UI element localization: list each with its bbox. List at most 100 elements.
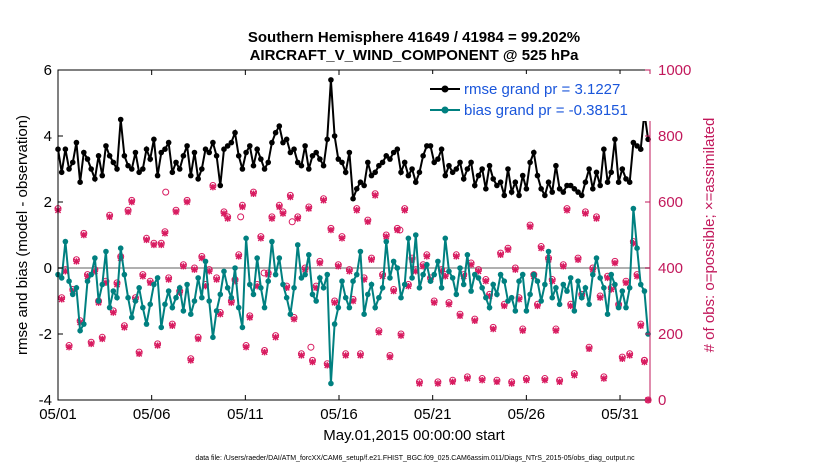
y-axis-label: rmse and bias (model - observation) <box>14 115 31 355</box>
obs-assimilated-marker <box>349 297 357 305</box>
bias-point <box>387 275 393 281</box>
bias-point <box>553 285 559 291</box>
obs-assimilated-marker <box>147 279 154 287</box>
obs-assimilated-marker <box>453 253 460 260</box>
bias-point <box>446 268 452 275</box>
rmse-point <box>427 143 434 149</box>
bias-point <box>187 311 194 318</box>
rmse-point <box>597 182 603 189</box>
rmse-point <box>302 143 308 149</box>
rmse-point <box>501 192 508 199</box>
rmse-point <box>140 166 146 172</box>
bias-point <box>530 271 537 278</box>
obs-assimilated-marker <box>471 317 478 324</box>
obs-assimilated-marker <box>246 314 253 321</box>
bias-point <box>272 271 279 278</box>
obs-assimilated-marker <box>228 299 235 306</box>
rmse-point <box>479 166 485 172</box>
obs-assimilated-marker <box>360 276 368 283</box>
obs-assimilated-marker <box>419 263 427 270</box>
rmse-point <box>180 153 187 159</box>
bias-point <box>350 278 356 285</box>
rmse-point <box>291 146 297 152</box>
obs-assimilated-marker <box>276 203 283 211</box>
obs-assimilated-marker <box>456 312 464 320</box>
rmse-point <box>162 146 168 152</box>
obs-assimilated-marker <box>58 296 65 303</box>
obs-assimilated-marker <box>62 268 69 275</box>
obs-assimilated-marker <box>375 329 383 336</box>
bias-point <box>291 285 297 291</box>
rmse-point <box>634 143 640 149</box>
rmse-point <box>383 153 390 159</box>
rmse-point <box>210 139 216 146</box>
obs-assimilated-marker <box>161 230 169 237</box>
rmse-point <box>542 192 548 199</box>
obs-assimilated-marker <box>279 210 287 217</box>
obs-assimilated-marker <box>497 251 504 258</box>
obs-assimilated-marker <box>460 273 467 280</box>
obs-assimilated-marker <box>335 263 342 270</box>
bias-point <box>630 205 637 212</box>
obs-assimilated-marker <box>541 377 549 384</box>
x-tick-label: 05/26 <box>508 406 546 423</box>
bias-point <box>210 334 216 341</box>
rmse-point <box>379 159 386 166</box>
bias-point <box>412 232 419 238</box>
rmse-point <box>176 166 183 172</box>
bias-point <box>449 275 456 281</box>
bias-point <box>69 291 76 298</box>
rmse-point <box>372 169 378 176</box>
bias-point <box>206 298 213 304</box>
obs-assimilated-marker <box>582 210 589 217</box>
rmse-point <box>283 136 290 143</box>
bias-point <box>424 261 430 268</box>
rmse-point <box>615 179 622 185</box>
bias-point <box>435 258 441 265</box>
obs-assimilated-marker <box>298 352 305 359</box>
rmse-point <box>199 166 205 172</box>
rmse-point <box>92 176 98 182</box>
rmse-point <box>545 179 552 185</box>
bias-point <box>545 248 552 255</box>
rmse-point <box>553 162 559 169</box>
bias-point <box>376 294 382 301</box>
bias-point <box>331 321 338 327</box>
rmse-point <box>567 182 574 189</box>
rmse-point <box>306 166 312 172</box>
rmse-point <box>187 172 194 179</box>
obs-assimilated-marker <box>534 302 541 310</box>
bias-point <box>246 281 253 288</box>
bias-point <box>269 238 275 245</box>
bias-point <box>132 298 139 304</box>
obs-possible-only-marker <box>162 188 170 196</box>
bias-point <box>151 281 157 288</box>
rmse-point <box>512 179 519 185</box>
x-tick-label: 05/31 <box>601 406 639 423</box>
rmse-point <box>405 172 412 179</box>
bias-point <box>608 271 615 278</box>
bias-point <box>106 304 113 311</box>
obs-assimilated-marker <box>589 266 597 273</box>
bias-point <box>634 245 640 251</box>
bias-point <box>394 265 401 271</box>
bias-point <box>457 265 463 271</box>
obs-assimilated-marker <box>593 215 600 222</box>
rmse-point <box>464 166 471 172</box>
obs-assimilated-marker <box>390 287 397 295</box>
bias-point <box>147 301 154 308</box>
obs-assimilated-marker <box>604 274 611 282</box>
rmse-point <box>468 159 474 166</box>
rmse-point <box>431 159 438 166</box>
obs-assimilated-marker <box>91 268 99 275</box>
bias-point <box>405 235 412 242</box>
bias-point <box>287 311 294 318</box>
rmse-point <box>486 162 493 169</box>
obs-assimilated-marker <box>183 198 191 206</box>
rmse-point <box>117 116 124 123</box>
rmse-point <box>232 129 238 136</box>
obs-assimilated-marker <box>99 335 106 343</box>
bias-point <box>497 271 504 278</box>
obs-assimilated-marker <box>139 273 147 280</box>
obs-assimilated-marker <box>630 240 637 247</box>
